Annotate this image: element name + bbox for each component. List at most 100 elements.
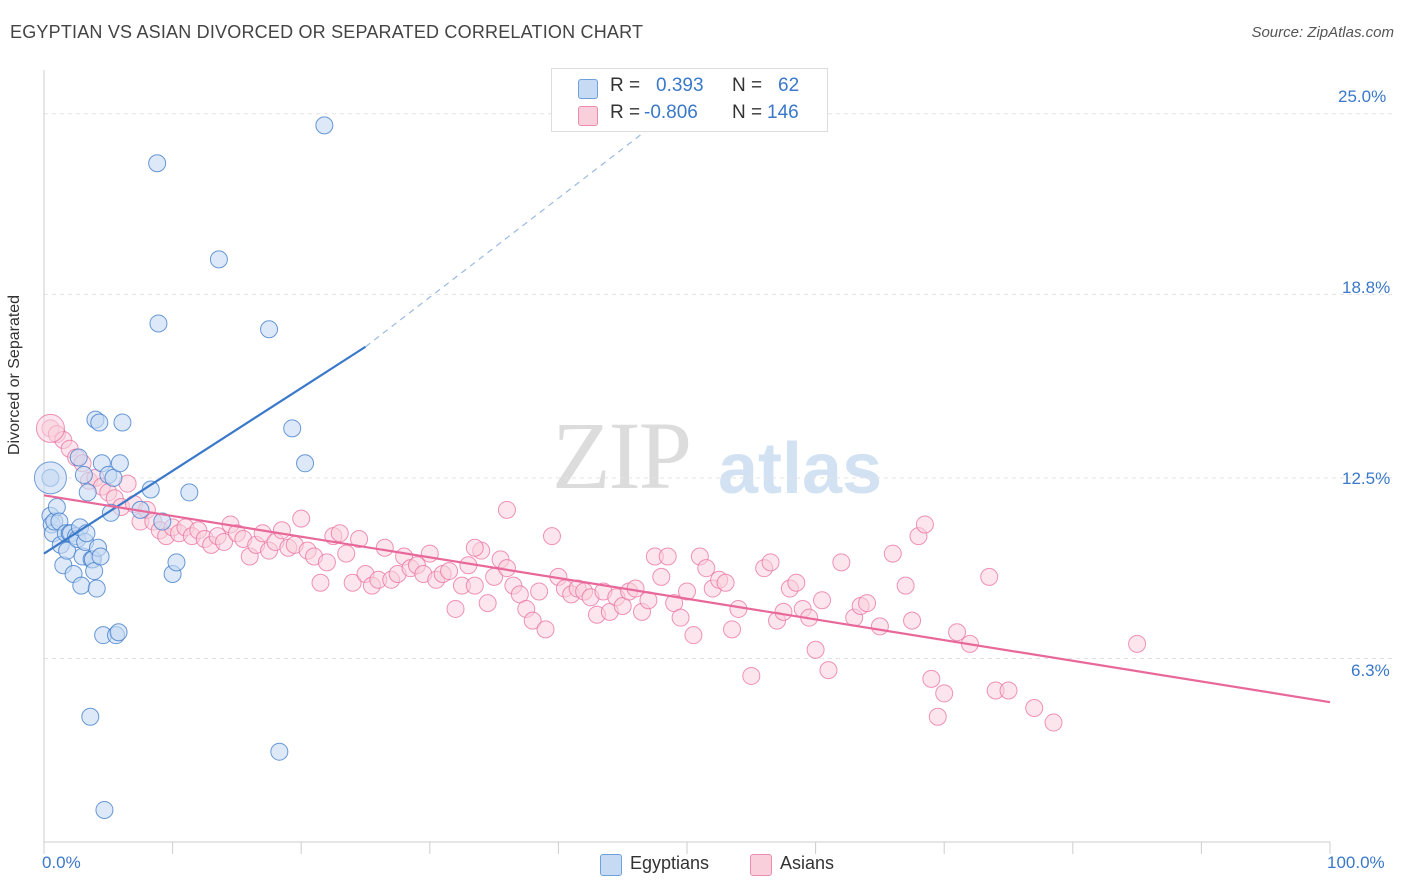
asians-point — [652, 567, 671, 586]
asians-point — [896, 576, 915, 595]
egyptians-point — [260, 320, 279, 339]
asians-point — [883, 544, 902, 563]
asians-point — [292, 509, 311, 528]
egyptians-point — [33, 461, 67, 495]
egyptians-point — [180, 483, 199, 502]
asians-point — [697, 559, 716, 578]
asians-point — [35, 413, 65, 443]
asians-point — [420, 544, 439, 563]
asians-point — [922, 669, 941, 688]
asians-point — [542, 527, 561, 546]
egyptians-point — [113, 413, 132, 432]
asians-point — [478, 594, 497, 613]
asians-point — [337, 544, 356, 563]
asians-point — [761, 553, 780, 572]
asians-point — [343, 573, 362, 592]
legend-egyptians-swatch — [600, 854, 622, 876]
asians-point — [819, 661, 838, 680]
asians-point — [948, 623, 967, 642]
asians-point — [678, 582, 696, 601]
asians-point — [1128, 634, 1147, 653]
asians-point — [928, 707, 947, 726]
asians-point — [330, 524, 349, 543]
asians-point — [999, 681, 1018, 700]
r-label: R = — [610, 75, 641, 96]
asians-point — [317, 553, 336, 572]
asians-point — [350, 530, 369, 549]
asians-point — [523, 611, 542, 630]
egyptians-point — [69, 448, 88, 467]
asians-point — [272, 521, 291, 540]
asians-r-value: -0.806 — [644, 102, 698, 123]
y-tick-label: 6.3% — [1351, 661, 1390, 680]
egyptians-point — [90, 413, 109, 432]
egyptians-point — [167, 553, 186, 572]
egyptians-swatch — [578, 79, 598, 99]
n-label: N = — [732, 102, 763, 123]
asians-point — [215, 532, 234, 551]
asians-point — [980, 567, 999, 586]
asians-point — [915, 515, 934, 534]
asians-point — [870, 617, 889, 636]
egyptians-point — [91, 547, 110, 566]
asians-point — [935, 684, 954, 703]
watermark-zip: ZIP — [552, 402, 692, 509]
y-tick-label: 12.5% — [1342, 469, 1391, 488]
asians-point — [536, 620, 555, 639]
asians-point — [1025, 698, 1044, 717]
egyptians-r-value: 0.393 — [656, 75, 704, 96]
asians-point — [723, 620, 742, 639]
axes — [43, 70, 1331, 854]
egyptians-point — [81, 707, 100, 726]
asians-point — [375, 538, 394, 557]
egyptians-point — [74, 465, 93, 484]
x-tick-label-min: 0.0% — [42, 853, 81, 872]
asians-point — [671, 608, 690, 627]
egyptians-points — [33, 116, 334, 819]
stats-row-asians: R = -0.806 N = 146 — [552, 102, 827, 128]
y-axis-label: Divorced or Separated — [6, 294, 23, 455]
trend-lines — [43, 98, 1331, 704]
asians-point — [465, 576, 484, 595]
asians-point — [787, 573, 806, 592]
source-label: Source: ZipAtlas.com — [1251, 24, 1394, 41]
asians-point — [716, 573, 735, 592]
asians-point — [684, 626, 703, 645]
egyptians-point — [315, 116, 334, 135]
watermark-atlas: atlas — [718, 429, 883, 509]
asians-point — [440, 562, 459, 581]
egyptians-point — [72, 576, 91, 595]
egyptians-point — [149, 314, 168, 333]
n-label: N = — [732, 75, 763, 96]
asians-trend-line — [43, 494, 1331, 704]
asians-point — [465, 538, 484, 557]
asians-points — [35, 413, 1147, 732]
egyptians-point — [283, 419, 302, 438]
asians-point — [658, 547, 677, 566]
correlation-stats-box: R = 0.393 N = 62 R = -0.806 N = 146 — [551, 68, 828, 132]
asians-point — [806, 640, 825, 659]
egyptians-trend-extension — [365, 98, 688, 348]
asians-point — [774, 602, 793, 621]
egyptians-point — [87, 579, 106, 598]
egyptians-trend-line — [43, 345, 367, 555]
egyptians-point — [109, 623, 128, 642]
chart-title: EGYPTIAN VS ASIAN DIVORCED OR SEPARATED … — [10, 22, 644, 42]
egyptians-point — [95, 800, 114, 819]
egyptians-point — [110, 454, 129, 473]
asians-point — [813, 591, 832, 610]
egyptians-point — [209, 250, 228, 269]
asians-point — [1044, 713, 1063, 732]
asians-point — [903, 611, 922, 630]
chart-legend: Egyptians Asians — [0, 852, 1406, 878]
y-tick-label: 18.8% — [1342, 278, 1391, 297]
egyptians-n-value: 62 — [778, 75, 800, 96]
asians-point — [497, 500, 516, 519]
asians-point — [858, 594, 877, 613]
asians-point — [530, 582, 549, 601]
egyptians-point — [78, 483, 97, 502]
asians-point — [311, 573, 330, 592]
asians-point — [742, 666, 761, 685]
egyptians-point — [296, 454, 315, 473]
